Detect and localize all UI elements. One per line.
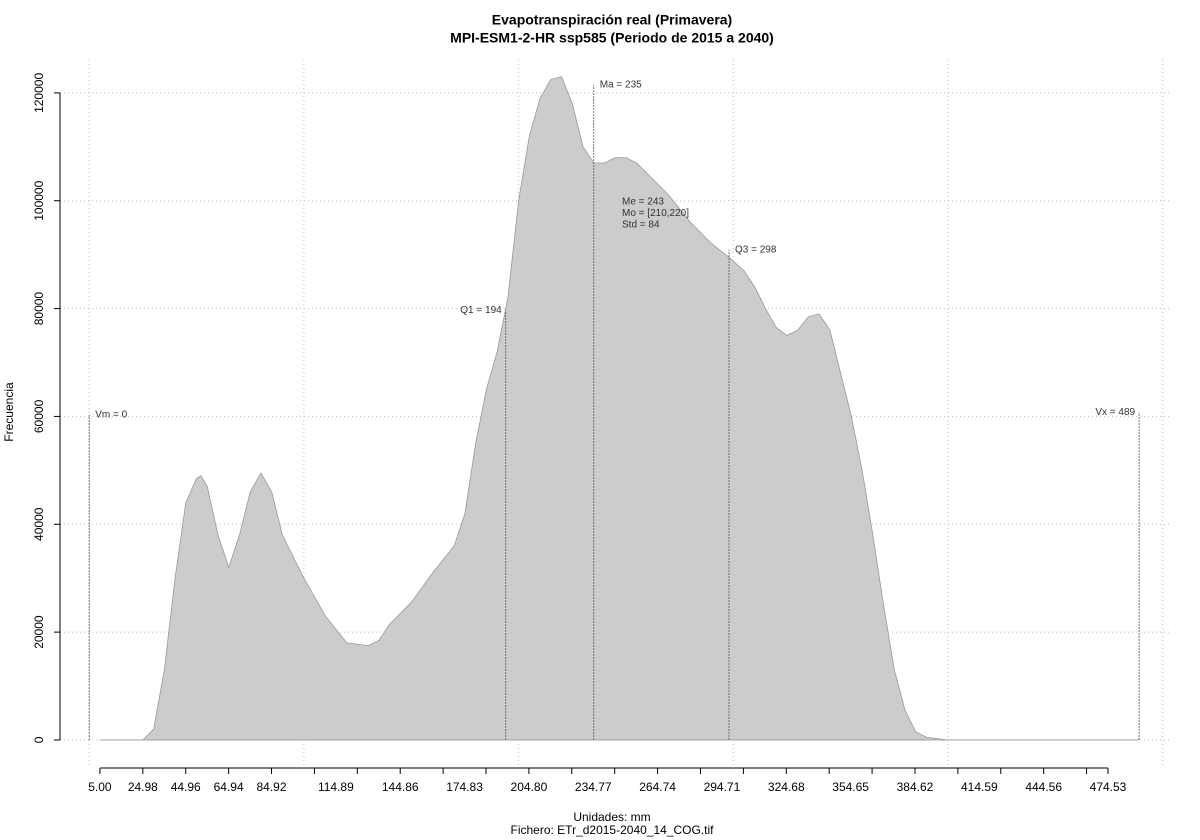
x-tick-label: 204.80 [511,780,548,794]
footer: Fichero: ETr_d2015-2040_14_COG.tif [511,823,715,837]
annotation-label: Ma = 235 [600,79,642,90]
annotation-label: Vm = 0 [95,409,127,420]
stat-label: Mo = [210,220] [622,208,689,219]
x-tick-label: 64.94 [214,780,244,794]
annotation-label: Q3 = 298 [735,244,777,255]
x-tick-label: 174.83 [446,780,483,794]
stat-label: Std = 84 [622,220,660,231]
area [99,76,1140,741]
y-tick-label: 120000 [32,73,46,113]
x-tick-label: 44.96 [171,780,201,794]
y-tick-label: 40000 [32,507,46,541]
chart-title: Evapotranspiración real (Primavera) [492,12,732,28]
y-tick-label: 100000 [32,180,46,220]
y-tick-label: 0 [32,736,46,743]
x-tick-label: 24.98 [128,780,158,794]
x-tick-label: 5.00 [88,780,112,794]
y-axis-label: Frecuencia [2,382,16,442]
y-tick-label: 20000 [32,615,46,649]
y-tick-label: 80000 [32,292,46,326]
x-tick-label: 444.56 [1025,780,1062,794]
x-tick-label: 84.92 [257,780,287,794]
stat-label: Me = 243 [622,197,664,208]
x-tick-label: 234.77 [575,780,612,794]
x-tick-label: 114.89 [318,780,354,794]
chart-subtitle: MPI-ESM1-2-HR ssp585 (Periodo de 2015 a … [450,30,774,46]
x-tick-label: 264.74 [639,780,676,794]
x-tick-label: 384.62 [897,780,934,794]
x-tick-label: 144.86 [382,780,419,794]
x-axis-label: Unidades: mm [573,810,650,824]
x-tick-label: 294.71 [704,780,741,794]
x-tick-label: 414.59 [961,780,998,794]
x-tick-label: 474.53 [1090,780,1127,794]
y-tick-label: 60000 [32,399,46,433]
annotation-label: Q1 = 194 [460,305,502,316]
x-tick-label: 324.68 [768,780,805,794]
annotation-label: Vx = 489 [1095,407,1135,418]
x-tick-label: 354.65 [832,780,869,794]
